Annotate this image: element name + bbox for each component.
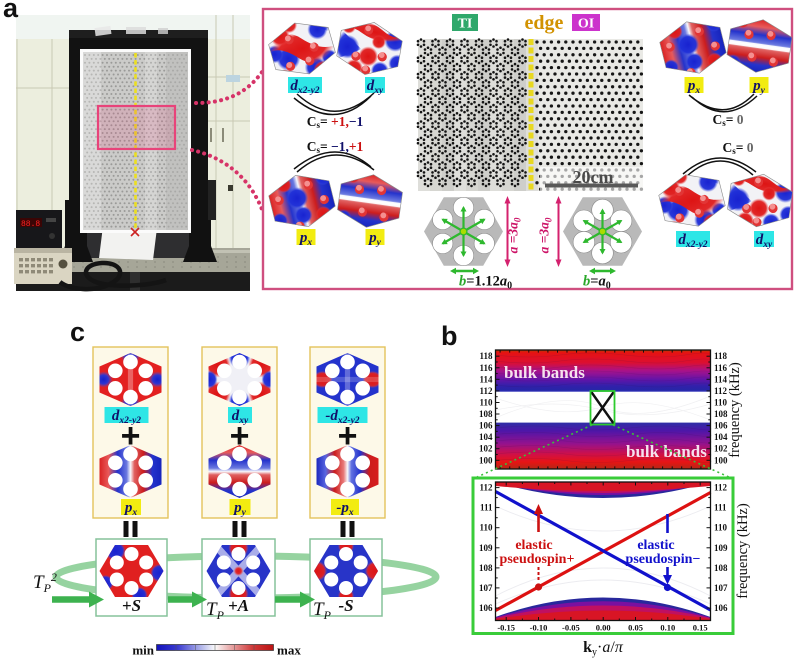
svg-text:+S: +S bbox=[122, 596, 141, 615]
svg-text:0.15: 0.15 bbox=[693, 623, 708, 633]
svg-text:116: 116 bbox=[479, 363, 493, 373]
svg-text:b=1.12a0: b=1.12a0 bbox=[459, 274, 512, 292]
svg-text:b=a0: b=a0 bbox=[583, 274, 611, 292]
svg-text:frequency (kHz): frequency (kHz) bbox=[727, 362, 743, 458]
svg-text:bulk bands: bulk bands bbox=[626, 442, 707, 461]
svg-text:112: 112 bbox=[714, 483, 728, 493]
svg-text:Cs= +1,−1: Cs= +1,−1 bbox=[307, 114, 364, 130]
svg-text:118: 118 bbox=[479, 351, 493, 361]
svg-text:edge: edge bbox=[525, 12, 564, 34]
svg-text:TI: TI bbox=[458, 17, 473, 32]
svg-text:112: 112 bbox=[479, 483, 493, 493]
svg-text:TP2: TP2 bbox=[33, 570, 57, 595]
svg-text:108: 108 bbox=[479, 409, 493, 419]
svg-text:a: a bbox=[3, 0, 19, 23]
svg-text:a =3a0: a =3a0 bbox=[537, 217, 554, 253]
svg-text:108: 108 bbox=[714, 563, 728, 573]
svg-text:frequency (kHz): frequency (kHz) bbox=[735, 503, 751, 599]
svg-text:112: 112 bbox=[714, 386, 728, 396]
svg-text:100: 100 bbox=[479, 455, 493, 465]
svg-text:c: c bbox=[70, 317, 85, 347]
svg-text:+A: +A bbox=[228, 596, 249, 615]
svg-text:-0.15: -0.15 bbox=[497, 623, 515, 633]
svg-text:Cs= −1,+1: Cs= −1,+1 bbox=[307, 139, 364, 155]
svg-text:114: 114 bbox=[714, 374, 728, 384]
svg-text:108: 108 bbox=[479, 563, 493, 573]
svg-text:109: 109 bbox=[714, 543, 728, 553]
svg-text:pseudospin−: pseudospin− bbox=[626, 552, 701, 567]
svg-text:0.00: 0.00 bbox=[596, 623, 611, 633]
svg-text:110: 110 bbox=[479, 523, 493, 533]
svg-text:106: 106 bbox=[479, 421, 493, 431]
svg-text:OI: OI bbox=[578, 17, 594, 32]
svg-text:104: 104 bbox=[714, 432, 728, 442]
svg-text:elastic: elastic bbox=[637, 538, 674, 553]
svg-text:114: 114 bbox=[479, 374, 493, 384]
svg-text:ky·a/π: ky·a/π bbox=[583, 639, 624, 658]
svg-text:-S: -S bbox=[338, 596, 353, 615]
svg-text:20cm: 20cm bbox=[573, 167, 614, 187]
svg-text:104: 104 bbox=[479, 432, 493, 442]
svg-text:88.8: 88.8 bbox=[21, 220, 40, 229]
svg-text:111: 111 bbox=[480, 503, 493, 513]
svg-text:110: 110 bbox=[479, 398, 493, 408]
svg-text:111: 111 bbox=[714, 503, 727, 513]
svg-text:0.05: 0.05 bbox=[628, 623, 643, 633]
svg-text:a =3a0: a =3a0 bbox=[506, 217, 523, 253]
svg-text:elastic: elastic bbox=[515, 538, 552, 553]
svg-text:0.10: 0.10 bbox=[660, 623, 675, 633]
svg-text:109: 109 bbox=[479, 543, 493, 553]
svg-text:110: 110 bbox=[714, 398, 728, 408]
svg-text:-0.05: -0.05 bbox=[562, 623, 580, 633]
svg-text:Cs= 0: Cs= 0 bbox=[722, 140, 753, 156]
svg-text:-0.10: -0.10 bbox=[530, 623, 548, 633]
svg-text:108: 108 bbox=[714, 409, 728, 419]
svg-text:106: 106 bbox=[479, 603, 493, 613]
svg-text:102: 102 bbox=[479, 444, 493, 454]
svg-text:+: + bbox=[230, 417, 250, 455]
svg-text:bulk bands: bulk bands bbox=[504, 363, 585, 382]
svg-text:min: min bbox=[132, 643, 154, 658]
svg-text:pseudospin+: pseudospin+ bbox=[500, 552, 575, 567]
svg-text:107: 107 bbox=[714, 583, 728, 593]
svg-text:116: 116 bbox=[714, 363, 728, 373]
svg-text:118: 118 bbox=[714, 351, 728, 361]
svg-text:106: 106 bbox=[714, 603, 728, 613]
svg-text:112: 112 bbox=[479, 386, 493, 396]
svg-text:107: 107 bbox=[479, 583, 493, 593]
svg-text:b: b bbox=[441, 321, 458, 351]
svg-text:+: + bbox=[121, 417, 141, 455]
svg-text:Cs= 0: Cs= 0 bbox=[712, 112, 743, 128]
svg-text:110: 110 bbox=[714, 523, 728, 533]
svg-text:100: 100 bbox=[714, 455, 728, 465]
svg-text:+: + bbox=[338, 417, 358, 455]
svg-text:106: 106 bbox=[714, 421, 728, 431]
svg-text:max: max bbox=[277, 643, 301, 658]
svg-text:102: 102 bbox=[714, 444, 728, 454]
